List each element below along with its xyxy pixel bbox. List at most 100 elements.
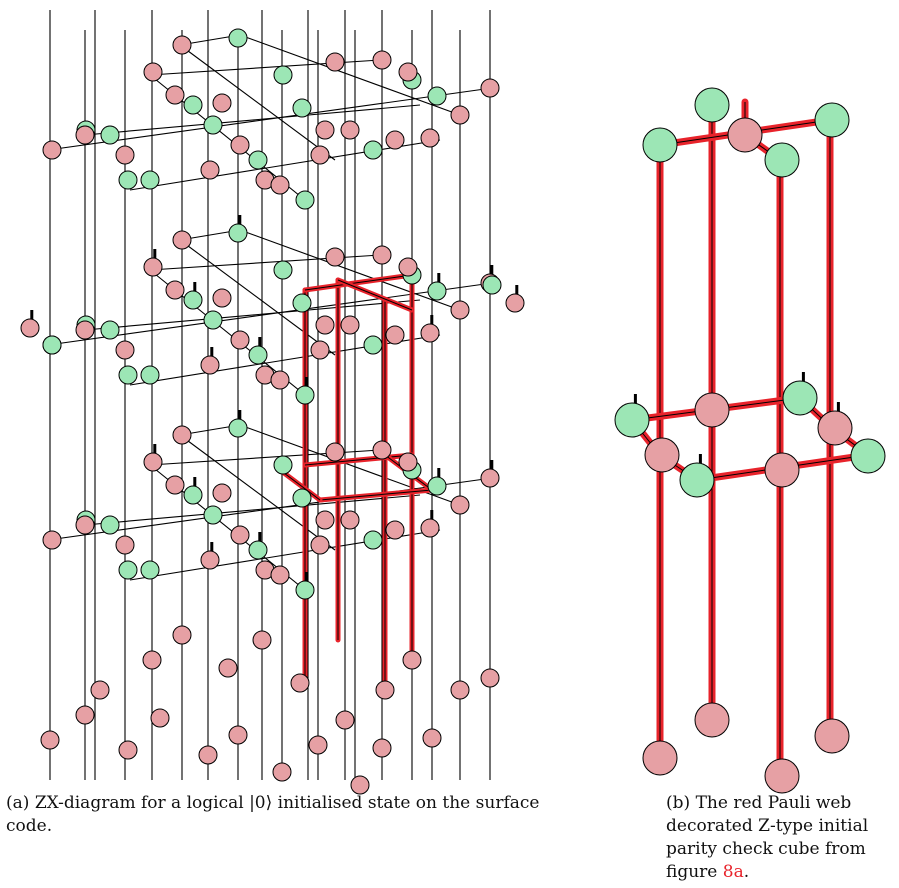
z-spider bbox=[248, 540, 268, 560]
x-spider bbox=[230, 525, 250, 545]
x-spider bbox=[817, 410, 853, 446]
x-spider bbox=[764, 452, 800, 488]
x-spider bbox=[325, 442, 345, 462]
z-spider bbox=[100, 515, 120, 535]
wire bbox=[239, 34, 461, 116]
x-spider bbox=[200, 355, 220, 375]
x-spider bbox=[420, 323, 440, 343]
wire bbox=[84, 104, 421, 136]
x-spider bbox=[385, 130, 405, 150]
x-spider bbox=[75, 515, 95, 535]
z-spider bbox=[183, 485, 203, 505]
caption-b: (b) The red Pauli web decorated Z-type i… bbox=[666, 793, 869, 882]
z-spider bbox=[273, 260, 293, 280]
z-spider bbox=[482, 275, 502, 295]
x-spider bbox=[505, 293, 525, 313]
x-spider bbox=[340, 510, 360, 530]
x-spider bbox=[142, 650, 162, 670]
z-spider bbox=[273, 65, 293, 85]
x-spider bbox=[385, 325, 405, 345]
caption-a: (a) ZX-diagram for a logical |0⟩ initial… bbox=[6, 792, 566, 838]
pauli-web-wire bbox=[319, 489, 433, 501]
x-spider bbox=[398, 452, 418, 472]
z-spider bbox=[140, 560, 160, 580]
x-spider bbox=[42, 140, 62, 160]
x-spider bbox=[315, 120, 335, 140]
x-spider bbox=[270, 565, 290, 585]
pauli-web-wire bbox=[304, 274, 413, 291]
x-spider bbox=[143, 452, 163, 472]
x-spider bbox=[375, 680, 395, 700]
figure-reference-link[interactable]: 8a bbox=[722, 862, 744, 882]
x-spider bbox=[218, 658, 238, 678]
x-spider bbox=[420, 518, 440, 538]
x-spider bbox=[115, 145, 135, 165]
wire bbox=[129, 139, 441, 191]
z-spider bbox=[292, 293, 312, 313]
z-spider bbox=[427, 86, 447, 106]
x-spider bbox=[350, 775, 370, 795]
x-spider bbox=[200, 160, 220, 180]
wire bbox=[179, 239, 336, 356]
z-spider bbox=[100, 320, 120, 340]
x-spider bbox=[372, 245, 392, 265]
x-spider bbox=[143, 62, 163, 82]
wire bbox=[84, 299, 421, 331]
x-spider bbox=[402, 650, 422, 670]
caption-a-text: ZX-diagram for a logical |0⟩ initialised… bbox=[6, 793, 540, 836]
x-spider bbox=[115, 535, 135, 555]
x-spider bbox=[480, 78, 500, 98]
x-spider bbox=[172, 35, 192, 55]
x-spider bbox=[335, 710, 355, 730]
z-spider bbox=[614, 402, 650, 438]
x-spider bbox=[398, 257, 418, 277]
x-spider bbox=[422, 728, 442, 748]
z-spider bbox=[183, 290, 203, 310]
z-spider bbox=[228, 223, 248, 243]
z-spider bbox=[295, 385, 315, 405]
wire bbox=[239, 424, 461, 506]
x-spider bbox=[310, 145, 330, 165]
z-spider bbox=[203, 115, 223, 135]
wire bbox=[239, 229, 461, 311]
wire bbox=[47, 87, 493, 151]
z-spider bbox=[118, 560, 138, 580]
z-spider bbox=[118, 170, 138, 190]
x-spider bbox=[420, 128, 440, 148]
x-spider bbox=[75, 705, 95, 725]
x-spider bbox=[270, 370, 290, 390]
x-spider bbox=[252, 630, 272, 650]
pauli-web bbox=[277, 98, 872, 779]
z-spider bbox=[295, 580, 315, 600]
x-spider bbox=[272, 762, 292, 782]
pauli-web-wire bbox=[279, 469, 321, 501]
z-spider bbox=[292, 488, 312, 508]
x-spider bbox=[90, 680, 110, 700]
wire bbox=[47, 282, 493, 346]
wire bbox=[47, 477, 493, 541]
x-spider bbox=[118, 740, 138, 760]
x-spider bbox=[212, 483, 232, 503]
x-spider bbox=[450, 495, 470, 515]
wire bbox=[179, 434, 336, 551]
wire bbox=[84, 494, 421, 526]
z-spider bbox=[42, 335, 62, 355]
x-spider bbox=[270, 175, 290, 195]
z-spider bbox=[140, 365, 160, 385]
caption-b-text: The red Pauli web decorated Z-type initi… bbox=[666, 793, 869, 882]
x-spider bbox=[290, 673, 310, 693]
x-spider bbox=[450, 680, 470, 700]
x-spider bbox=[694, 392, 730, 428]
x-spider bbox=[340, 315, 360, 335]
x-spider bbox=[315, 510, 335, 530]
x-spider bbox=[75, 125, 95, 145]
x-spider bbox=[450, 105, 470, 125]
x-spider bbox=[308, 735, 328, 755]
x-spider bbox=[450, 300, 470, 320]
z-spider bbox=[850, 438, 886, 474]
z-spider bbox=[140, 170, 160, 190]
x-spider bbox=[172, 425, 192, 445]
z-spider bbox=[642, 127, 678, 163]
z-spider bbox=[782, 380, 818, 416]
caption-a-label: (a) bbox=[6, 793, 30, 813]
